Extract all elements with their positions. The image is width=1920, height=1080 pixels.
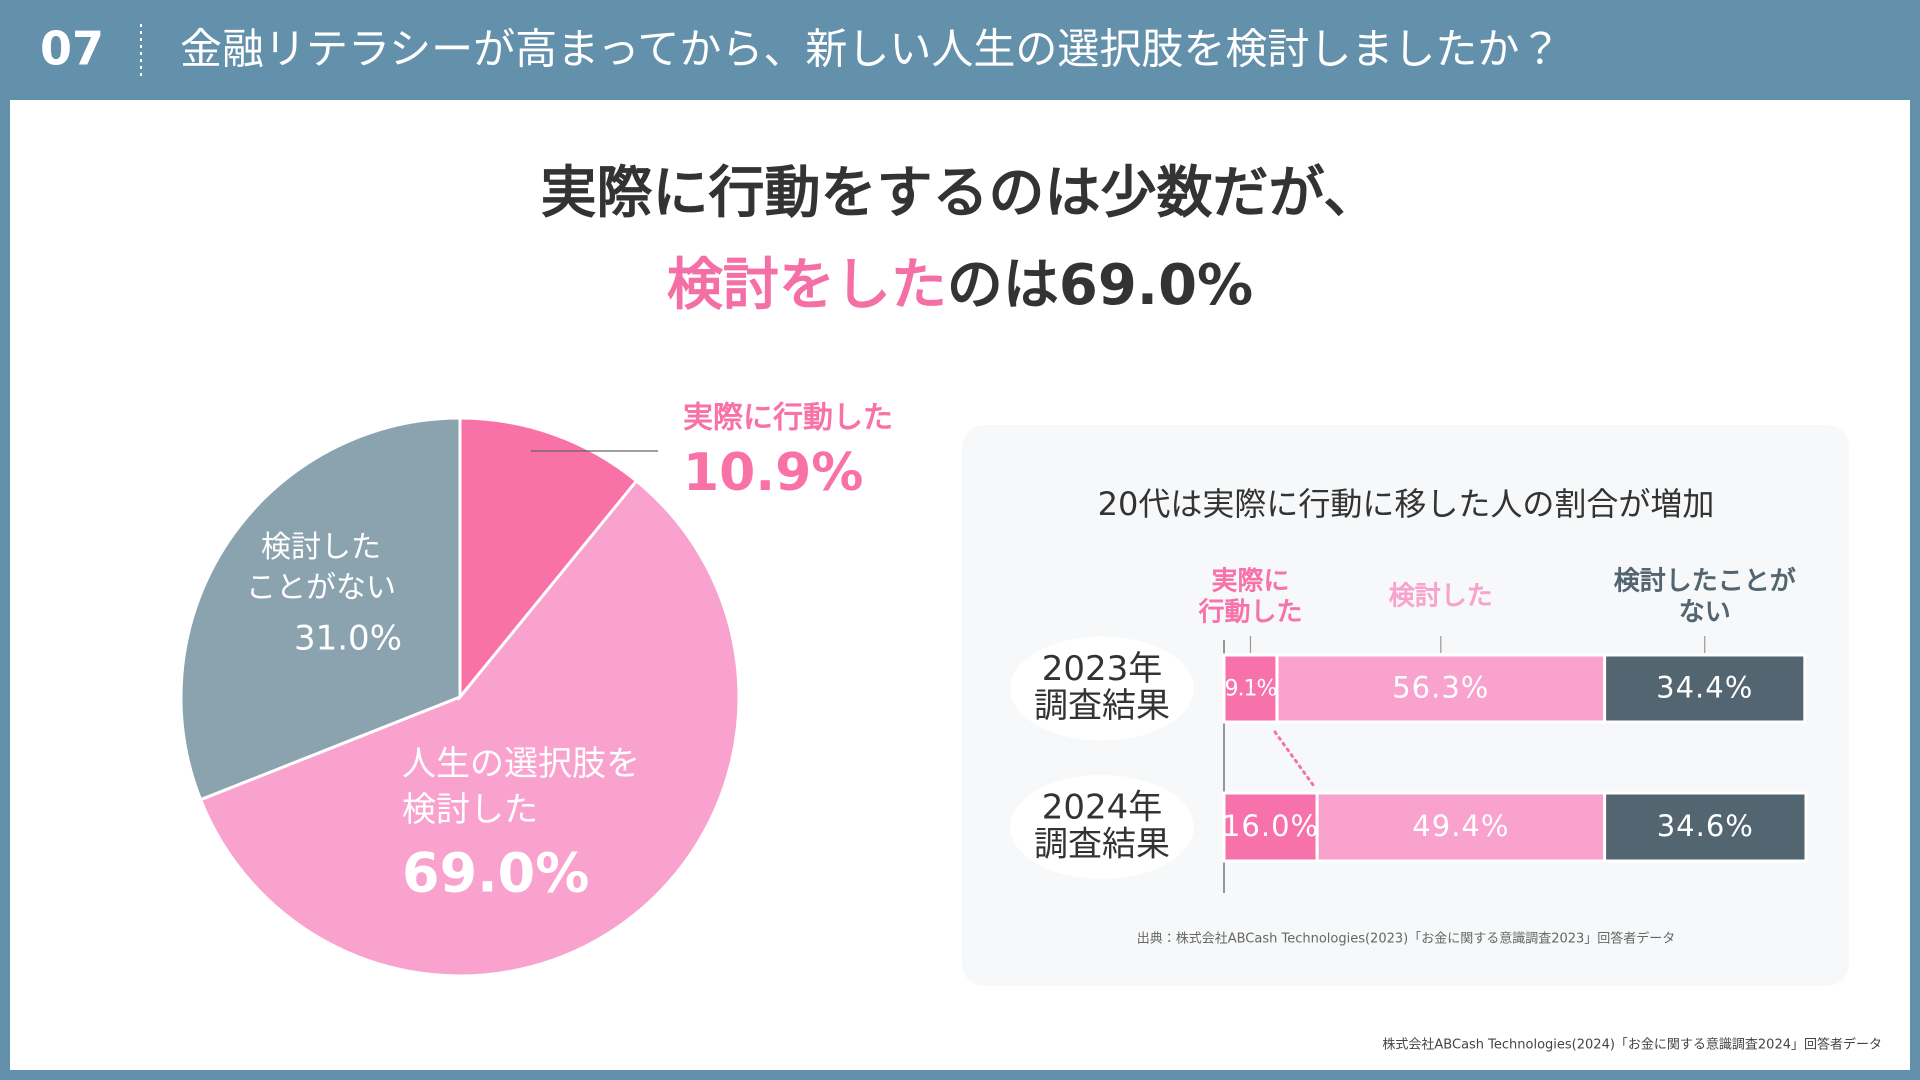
bar-value-label: 16.0% (1222, 809, 1319, 843)
source-note: 出典：株式会社ABCash Technologies(2023)「お金に関する意… (1137, 931, 1676, 947)
bar-value-label: 9.1% (1225, 677, 1277, 702)
headline-highlight: 検討をした (667, 253, 947, 318)
bar-chart-title: 20代は実際に行動に移した人の割合が増加 (1098, 485, 1715, 523)
headline-line1: 実際に行動をするのは少数だが、 (541, 161, 1380, 226)
bar-segment (1315, 791, 1607, 863)
bar-segment (1603, 653, 1807, 724)
pie-label: 人生の選択肢を検討した (402, 744, 640, 830)
pie-slice (458, 416, 639, 702)
category-badge (1010, 775, 1194, 879)
legend-label: 検討したことがない (1614, 565, 1796, 627)
headline-rest: のは69.0% (947, 253, 1253, 318)
bar-segment (1275, 653, 1607, 724)
slide-title: 金融リテラシーが高まってから、新しい人生の選択肢を検討しましたか？ (180, 25, 1561, 74)
pie-value-label: 69.0% (402, 842, 589, 905)
pie-value-label: 10.9% (683, 443, 863, 503)
bar-value-label: 56.3% (1392, 671, 1489, 705)
bar-segment (1603, 791, 1808, 863)
pie-label: 実際に行動した (683, 401, 893, 436)
bar-segment (1222, 791, 1319, 863)
pie-slice (179, 416, 462, 802)
headline-line2: 検討をしたのは69.0% (667, 253, 1253, 318)
category-badge (1010, 636, 1194, 741)
legend-label: 検討した (1389, 582, 1493, 612)
bar-value-label: 34.6% (1657, 809, 1754, 843)
category-label: 2023年調査結果 (1034, 648, 1170, 725)
pie-value-label: 31.0% (294, 619, 402, 659)
bar-value-label: 34.4% (1656, 671, 1753, 705)
category-label: 2024年調査結果 (1034, 787, 1170, 864)
section-number: 07 (40, 22, 104, 76)
legend-label: 実際に行動した (1197, 566, 1302, 627)
bar-value-label: 49.4% (1412, 809, 1509, 843)
footnote: 株式会社ABCash Technologies(2024)「お金に関する意識調査… (1382, 1037, 1882, 1053)
pie-label: 検討したことがない (246, 529, 396, 605)
